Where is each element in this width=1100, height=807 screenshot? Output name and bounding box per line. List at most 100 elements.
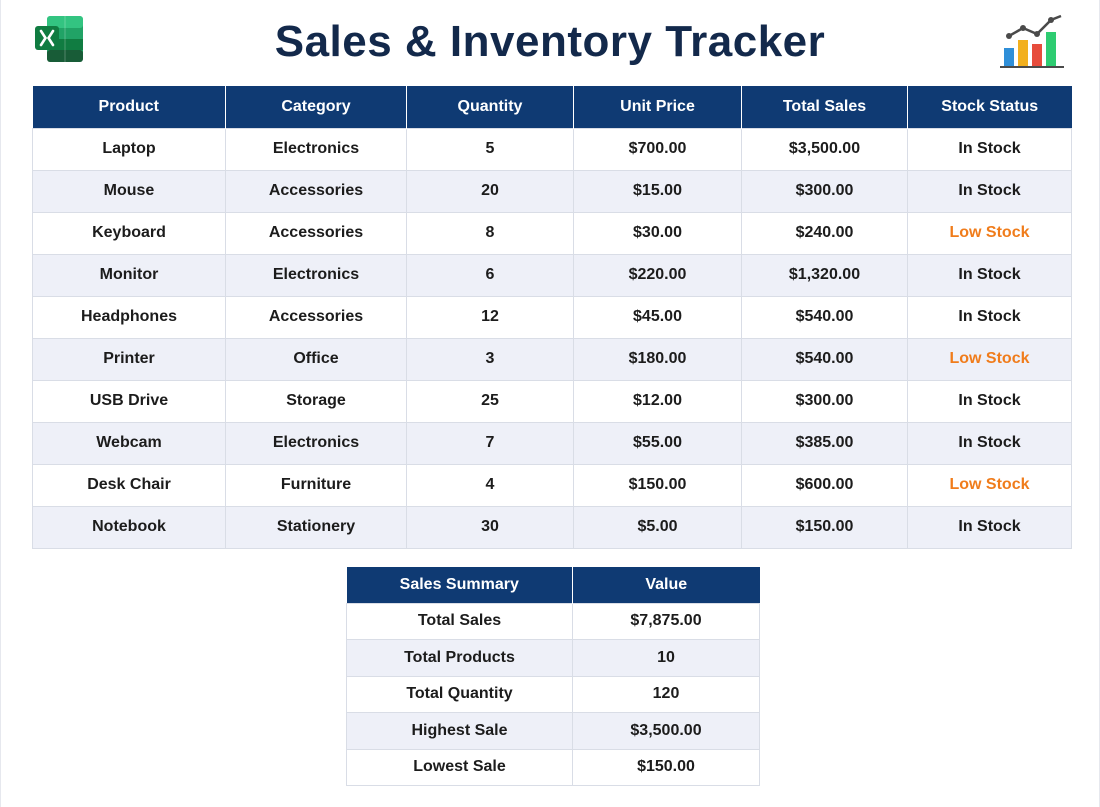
cell-product[interactable]: Mouse	[32, 169, 226, 213]
table-row: Printer Office 3 $180.00 $540.00 Low Sto…	[32, 337, 1072, 381]
summary-row: Total Quantity 120	[346, 675, 760, 713]
summary-row: Highest Sale $3,500.00	[346, 712, 760, 750]
cell-total-sales[interactable]: $300.00	[741, 169, 908, 213]
cell-stock-status[interactable]: In Stock	[907, 505, 1072, 549]
cell-total-sales[interactable]: $385.00	[741, 421, 908, 465]
column-header-stock-status[interactable]: Stock Status	[907, 86, 1072, 128]
table-row: Notebook Stationery 30 $5.00 $150.00 In …	[32, 505, 1072, 549]
cell-quantity[interactable]: 20	[406, 169, 574, 213]
column-header-product[interactable]: Product	[32, 86, 226, 128]
summary-metric[interactable]: Total Quantity	[346, 675, 573, 713]
cell-stock-status-low[interactable]: Low Stock	[907, 337, 1072, 381]
cell-stock-status-low[interactable]: Low Stock	[907, 211, 1072, 255]
cell-quantity[interactable]: 4	[406, 463, 574, 507]
cell-total-sales[interactable]: $600.00	[741, 463, 908, 507]
cell-quantity[interactable]: 5	[406, 127, 574, 171]
summary-row: Total Sales $7,875.00	[346, 602, 760, 640]
cell-category[interactable]: Storage	[225, 379, 407, 423]
cell-stock-status[interactable]: In Stock	[907, 295, 1072, 339]
page-title: Sales & Inventory Tracker	[274, 17, 826, 66]
cell-product[interactable]: USB Drive	[32, 379, 226, 423]
cell-product[interactable]: Monitor	[32, 253, 226, 297]
cell-total-sales[interactable]: $1,320.00	[741, 253, 908, 297]
cell-product[interactable]: Laptop	[32, 127, 226, 171]
cell-category[interactable]: Accessories	[225, 295, 407, 339]
cell-product[interactable]: Webcam	[32, 421, 226, 465]
table-row: Headphones Accessories 12 $45.00 $540.00…	[32, 295, 1072, 339]
summary-value[interactable]: $7,875.00	[572, 602, 760, 640]
cell-unit-price[interactable]: $15.00	[573, 169, 742, 213]
inventory-header-row: Product Category Quantity Unit Price Tot…	[32, 86, 1072, 128]
cell-category[interactable]: Accessories	[225, 169, 407, 213]
column-header-sales-summary[interactable]: Sales Summary	[346, 567, 573, 603]
cell-quantity[interactable]: 25	[406, 379, 574, 423]
cell-unit-price[interactable]: $150.00	[573, 463, 742, 507]
summary-value[interactable]: $150.00	[572, 748, 760, 786]
cell-total-sales[interactable]: $150.00	[741, 505, 908, 549]
summary-metric[interactable]: Lowest Sale	[346, 748, 573, 786]
table-row: Laptop Electronics 5 $700.00 $3,500.00 I…	[32, 127, 1072, 171]
table-row: Monitor Electronics 6 $220.00 $1,320.00 …	[32, 253, 1072, 297]
summary-value[interactable]: 120	[572, 675, 760, 713]
column-header-quantity[interactable]: Quantity	[406, 86, 574, 128]
cell-total-sales[interactable]: $300.00	[741, 379, 908, 423]
cell-total-sales[interactable]: $540.00	[741, 295, 908, 339]
table-row: Keyboard Accessories 8 $30.00 $240.00 Lo…	[32, 211, 1072, 255]
cell-stock-status[interactable]: In Stock	[907, 253, 1072, 297]
summary-metric[interactable]: Total Products	[346, 639, 573, 677]
cell-category[interactable]: Office	[225, 337, 407, 381]
cell-quantity[interactable]: 7	[406, 421, 574, 465]
cell-unit-price[interactable]: $700.00	[573, 127, 742, 171]
cell-product[interactable]: Notebook	[32, 505, 226, 549]
cell-unit-price[interactable]: $180.00	[573, 337, 742, 381]
cell-product[interactable]: Printer	[32, 337, 226, 381]
summary-value[interactable]: $3,500.00	[572, 712, 760, 750]
cell-product[interactable]: Desk Chair	[32, 463, 226, 507]
cell-quantity[interactable]: 30	[406, 505, 574, 549]
column-header-value[interactable]: Value	[572, 567, 760, 603]
cell-category[interactable]: Electronics	[225, 127, 407, 171]
cell-unit-price[interactable]: $45.00	[573, 295, 742, 339]
summary-metric[interactable]: Total Sales	[346, 602, 573, 640]
cell-stock-status[interactable]: In Stock	[907, 379, 1072, 423]
summary-metric[interactable]: Highest Sale	[346, 712, 573, 750]
cell-category[interactable]: Accessories	[225, 211, 407, 255]
cell-unit-price[interactable]: $5.00	[573, 505, 742, 549]
cell-stock-status[interactable]: In Stock	[907, 421, 1072, 465]
summary-value[interactable]: 10	[572, 639, 760, 677]
summary-header-row: Sales Summary Value	[346, 567, 760, 603]
summary-row: Lowest Sale $150.00	[346, 748, 760, 786]
cell-total-sales[interactable]: $240.00	[741, 211, 908, 255]
cell-stock-status[interactable]: In Stock	[907, 127, 1072, 171]
bar-chart-trend-icon	[1000, 14, 1064, 68]
cell-stock-status-low[interactable]: Low Stock	[907, 463, 1072, 507]
table-row: Mouse Accessories 20 $15.00 $300.00 In S…	[32, 169, 1072, 213]
column-header-total-sales[interactable]: Total Sales	[741, 86, 908, 128]
cell-product[interactable]: Headphones	[32, 295, 226, 339]
column-header-category[interactable]: Category	[225, 86, 407, 128]
cell-product[interactable]: Keyboard	[32, 211, 226, 255]
cell-unit-price[interactable]: $30.00	[573, 211, 742, 255]
cell-unit-price[interactable]: $12.00	[573, 379, 742, 423]
cell-category[interactable]: Furniture	[225, 463, 407, 507]
cell-total-sales[interactable]: $540.00	[741, 337, 908, 381]
cell-unit-price[interactable]: $220.00	[573, 253, 742, 297]
cell-quantity[interactable]: 8	[406, 211, 574, 255]
cell-quantity[interactable]: 12	[406, 295, 574, 339]
page-header: Sales & Inventory Tracker	[0, 0, 1100, 84]
table-row: Webcam Electronics 7 $55.00 $385.00 In S…	[32, 421, 1072, 465]
cell-stock-status[interactable]: In Stock	[907, 169, 1072, 213]
table-row: Desk Chair Furniture 4 $150.00 $600.00 L…	[32, 463, 1072, 507]
cell-category[interactable]: Stationery	[225, 505, 407, 549]
cell-category[interactable]: Electronics	[225, 421, 407, 465]
cell-total-sales[interactable]: $3,500.00	[741, 127, 908, 171]
column-header-unit-price[interactable]: Unit Price	[573, 86, 742, 128]
summary-row: Total Products 10	[346, 639, 760, 677]
cell-unit-price[interactable]: $55.00	[573, 421, 742, 465]
inventory-table: Product Category Quantity Unit Price Tot…	[32, 86, 1072, 549]
table-row: USB Drive Storage 25 $12.00 $300.00 In S…	[32, 379, 1072, 423]
cell-quantity[interactable]: 6	[406, 253, 574, 297]
cell-category[interactable]: Electronics	[225, 253, 407, 297]
cell-quantity[interactable]: 3	[406, 337, 574, 381]
excel-logo-icon	[35, 16, 83, 62]
